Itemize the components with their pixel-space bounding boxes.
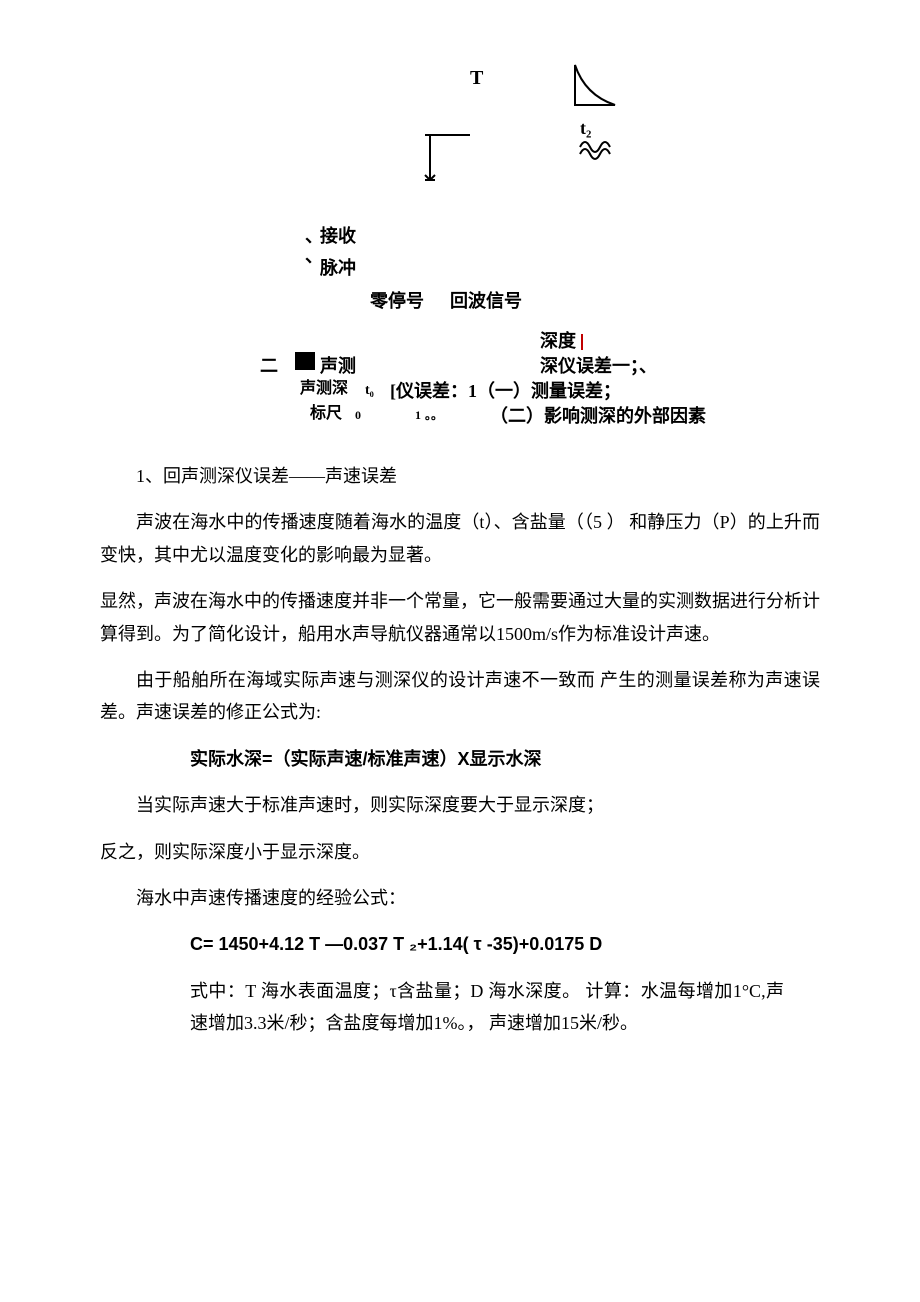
formula-desc: 式中：T 海水表面温度；τ含盐量；D 海水深度。 计算：水温每增加1°C,声速增… [100,975,820,1040]
label-scale: 标尺 [310,400,342,429]
wave-shape [575,132,615,172]
label-t0: t₀ [365,378,374,403]
formula-2: C= 1450+4.12 T —0.037 T ₂+1.14( τ -35)+0… [100,928,820,960]
section1-title: 1、回声测深仪误差——声速误差 [100,460,820,492]
depth-text: 深度 [540,331,576,351]
label-zero: 0 [355,405,361,427]
label-zero-signal: 零停号 [370,285,424,317]
label-two: 二 [260,350,278,382]
label-echo-signal: 回波信号 [450,285,522,317]
formula-1: 实际水深=（实际声速/标准声速）X显示水深 [100,743,820,775]
black-box-icon [295,352,315,370]
triangle-shape [570,60,620,120]
comma-mark2: 、 [305,240,323,272]
paragraph-5: 反之，则实际深度小于显示深度。 [100,836,820,868]
label-dots: 。。 [425,405,443,427]
label-factor: （二）影响测深的外部因素 [490,400,706,432]
paragraph-3: 由于船舶所在海域实际声速与测深仪的设计声速不一致而 产生的测量误差称为声速误差。… [100,664,820,729]
paragraph-4: 当实际声速大于标准声速时，则实际深度要大于显示深度； [100,789,820,821]
label-T: T [470,60,483,96]
paragraph-1: 声波在海水中的传播速度随着海水的温度（t）、含盐量（（5 ） 和静压力（P）的上… [100,506,820,571]
bracket-shape [420,130,490,200]
label-receive-pulse: 接收 脉冲 [320,220,356,285]
diagram-container: T t₂ 接收 脉冲 、 、 零停号 回波信号 深度 二 声测 深仪误差一；、 … [210,60,710,440]
label-one: 1 [415,405,421,427]
paragraph-2: 显然，声波在海水中的传播速度并非一个常量，它一般需要通过大量的实测数据进行分析计… [100,585,820,650]
paragraph-6: 海水中声速传播速度的经验公式： [100,882,820,914]
red-bar-icon [581,334,583,350]
